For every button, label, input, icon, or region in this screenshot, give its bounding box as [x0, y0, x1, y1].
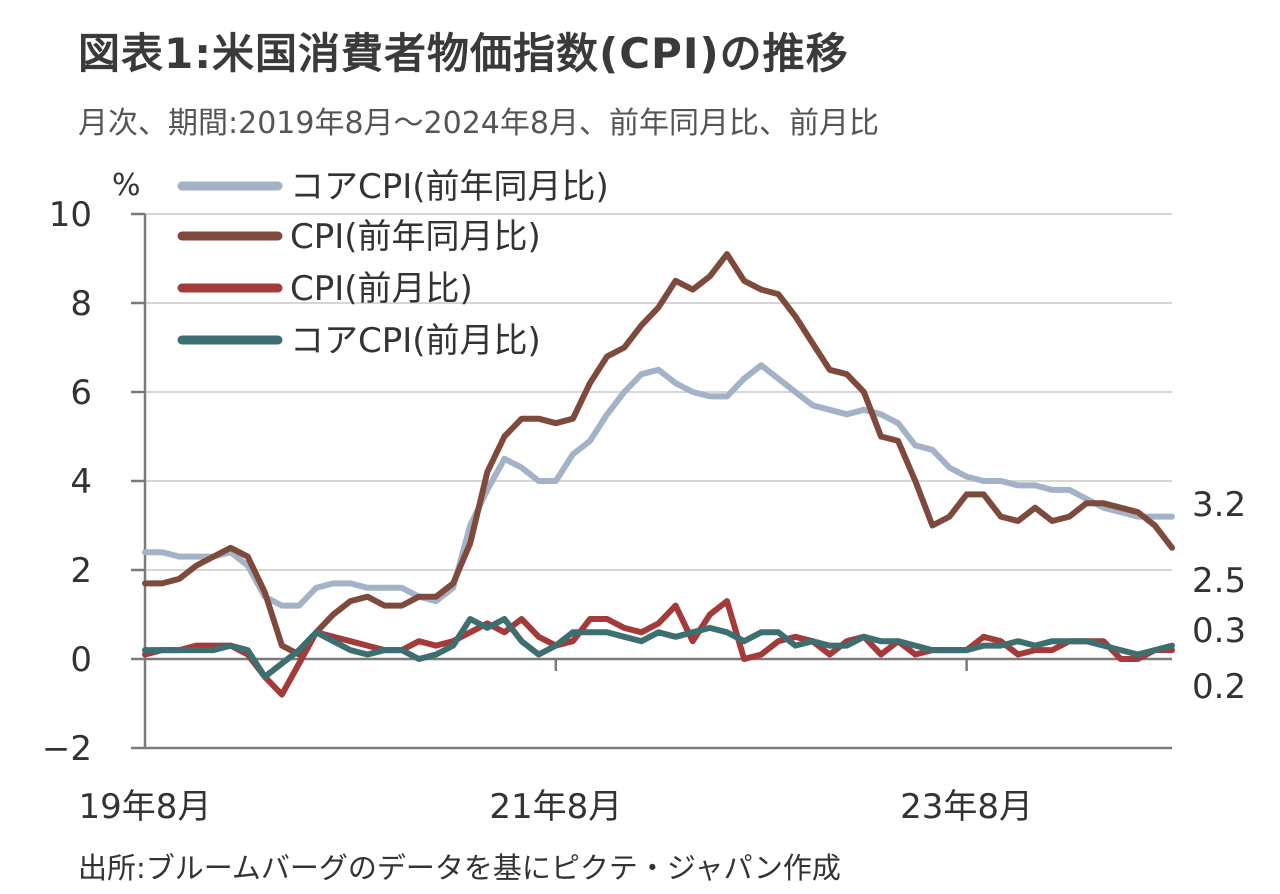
chart-title: 図表1:米国消費者物価指数(CPI)の推移	[78, 29, 849, 78]
x-tick-label: 23年8月	[900, 787, 1033, 827]
end-value-label: 0.3	[1192, 611, 1246, 651]
y-tick-label: 0	[70, 640, 92, 680]
axes: 10 8 6 4 2 0 −2 19年8月 21年8月 23年8月	[42, 195, 1172, 827]
y-tick-label: 6	[70, 373, 92, 413]
end-value-label: 0.2	[1192, 667, 1246, 707]
y-tick-label: 2	[70, 551, 92, 591]
legend-label: コアCPI(前年同月比)	[290, 167, 609, 207]
legend-label: CPI(前年同月比)	[290, 217, 541, 257]
legend-label: CPI(前月比)	[290, 269, 473, 309]
legend-label: コアCPI(前月比)	[290, 321, 541, 361]
series-lines	[142, 251, 1175, 698]
y-axis-unit: %	[112, 168, 141, 203]
y-tick-label: 10	[49, 195, 92, 235]
x-tick-label: 21年8月	[489, 787, 622, 827]
end-labels: 3.2 2.5 0.3 0.2	[1192, 485, 1246, 707]
legend: コアCPI(前年同月比) CPI(前年同月比) CPI(前月比) コアCPI(前月比)	[177, 167, 609, 361]
x-tick-label: 19年8月	[79, 787, 212, 827]
series-line-3	[142, 616, 1175, 680]
end-value-label: 2.5	[1192, 561, 1246, 601]
y-tick-label: 4	[70, 462, 92, 502]
gridlines	[145, 213, 1172, 571]
y-tick-label: 8	[70, 284, 92, 324]
source-note: 出所:ブルームバーグのデータを基にピクテ・ジャパン作成	[78, 851, 841, 885]
end-value-label: 3.2	[1192, 485, 1246, 525]
chart-subtitle: 月次、期間:2019年8月～2024年8月、前年同月比、前月比	[78, 106, 879, 141]
series-line-0	[142, 362, 1175, 609]
series-line-1	[142, 251, 1175, 658]
y-tick-label: −2	[42, 729, 92, 769]
